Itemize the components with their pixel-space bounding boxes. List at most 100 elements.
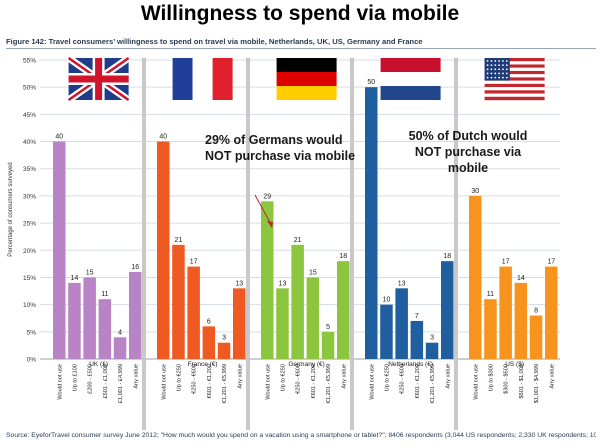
data-label: 10 <box>383 297 391 304</box>
category-label: Up to €250 <box>280 364 286 391</box>
y-tick-label: 0% <box>27 357 37 364</box>
data-label: 18 <box>339 253 347 260</box>
flag-stripe <box>212 58 233 100</box>
bar <box>98 299 112 359</box>
data-label: 40 <box>159 134 167 141</box>
y-tick-label: 5% <box>27 329 37 336</box>
category-label: Up to £100 <box>72 364 78 391</box>
data-label: 11 <box>101 291 108 298</box>
data-label: 15 <box>309 269 317 276</box>
category-label: Any value <box>341 364 347 389</box>
data-label: 5 <box>326 324 330 331</box>
country-group-uk: 40 Would not use 14 Up to £100 15 £200 - £500… <box>53 134 142 403</box>
category-label: £501 - £1,000 <box>103 364 109 399</box>
caption-divider <box>6 48 596 49</box>
flag-star <box>490 76 493 79</box>
data-label: 29 <box>263 193 271 200</box>
category-label: $300 - $500 <box>504 364 510 394</box>
bar <box>337 261 350 359</box>
flag-star <box>486 64 489 67</box>
bar <box>291 244 304 359</box>
bar <box>306 277 320 359</box>
bar <box>410 320 424 359</box>
bar <box>83 277 96 359</box>
bar <box>68 282 81 359</box>
flag-stripe <box>484 77 545 81</box>
flag-star <box>486 68 489 71</box>
bar <box>261 201 274 359</box>
bar <box>233 288 246 359</box>
category-label: €601 - €1,200 <box>311 364 317 399</box>
y-axis: 0% 5% 10% 15% 20% 25% 30% 35% 40% 45% 50% 55% Percen… <box>8 58 560 364</box>
category-label: Would not use <box>369 364 375 400</box>
flag-star <box>502 60 504 62</box>
flag-star <box>502 64 504 67</box>
flag-star <box>486 76 489 79</box>
bar <box>395 288 408 359</box>
flag-star <box>505 68 508 71</box>
bar <box>113 337 127 359</box>
flag-star <box>494 64 497 67</box>
category-label: €1,201 - €5,999 <box>430 364 436 403</box>
category-label: €250 - €600 <box>192 364 198 394</box>
group-label: Netherlands (€) <box>388 361 433 368</box>
flag-stripe <box>380 86 441 100</box>
category-label: €250 - €600 <box>296 364 302 394</box>
netherlands-flag <box>380 58 441 100</box>
y-tick-label: 35% <box>23 166 36 173</box>
flag-cross-red <box>68 75 129 83</box>
flag-star <box>486 72 489 75</box>
group-label: US ($) <box>505 361 524 368</box>
flag-stripe <box>484 83 545 88</box>
flag-star <box>505 72 508 75</box>
flag-star <box>505 60 508 62</box>
category-label: €601 - €1,200 <box>415 364 421 399</box>
category-label: £1,001 - £4,999 <box>118 364 124 403</box>
flag-star <box>490 72 493 75</box>
data-label: 14 <box>517 275 525 282</box>
group-label: Germany (€) <box>288 361 324 368</box>
bar <box>545 266 558 359</box>
y-tick-label: 25% <box>23 221 36 228</box>
data-label: 13 <box>235 280 243 287</box>
y-tick-label: 45% <box>23 112 36 119</box>
y-tick-label: 10% <box>23 302 36 309</box>
bar <box>441 261 454 359</box>
y-tick-label: 30% <box>23 193 36 200</box>
mobile-spend-chart: 0% 5% 10% 15% 20% 25% 30% 35% 40% 45% 50% 55% Percen… <box>8 55 560 430</box>
category-label: Any value <box>549 364 555 389</box>
bar <box>514 282 528 359</box>
data-label: 8 <box>534 308 538 315</box>
bar <box>365 87 378 359</box>
country-group-france: 40 Would not use 21 Up to €250 17 €250 - €600… <box>142 58 246 430</box>
data-label: 13 <box>279 280 287 287</box>
bar <box>321 331 335 359</box>
category-label: Up to $300 <box>488 364 494 391</box>
flag-stripe <box>276 86 337 100</box>
flag-star <box>498 72 501 75</box>
flag-star <box>502 68 504 71</box>
france-flag <box>172 58 233 100</box>
bar <box>129 272 142 359</box>
category-label: Up to €250 <box>384 364 390 391</box>
flag-stripe <box>380 58 441 72</box>
bar <box>53 141 66 359</box>
category-label: Would not use <box>473 364 479 400</box>
flag-star <box>486 60 489 62</box>
data-label: 6 <box>207 318 211 325</box>
bar <box>469 195 482 359</box>
flag-star <box>494 76 497 79</box>
flag-star <box>498 68 501 71</box>
flag-stripe <box>192 58 213 100</box>
group-divider <box>246 58 250 430</box>
data-label: 30 <box>471 188 479 195</box>
flag-stripe <box>276 58 337 72</box>
data-label: 11 <box>487 291 494 298</box>
bar <box>157 141 170 359</box>
category-label: €250 - €600 <box>400 364 406 394</box>
data-label: 15 <box>86 269 94 276</box>
flags <box>66 55 545 103</box>
data-label: 40 <box>55 134 63 141</box>
data-label: 18 <box>443 253 451 260</box>
y-tick-label: 40% <box>23 139 36 146</box>
